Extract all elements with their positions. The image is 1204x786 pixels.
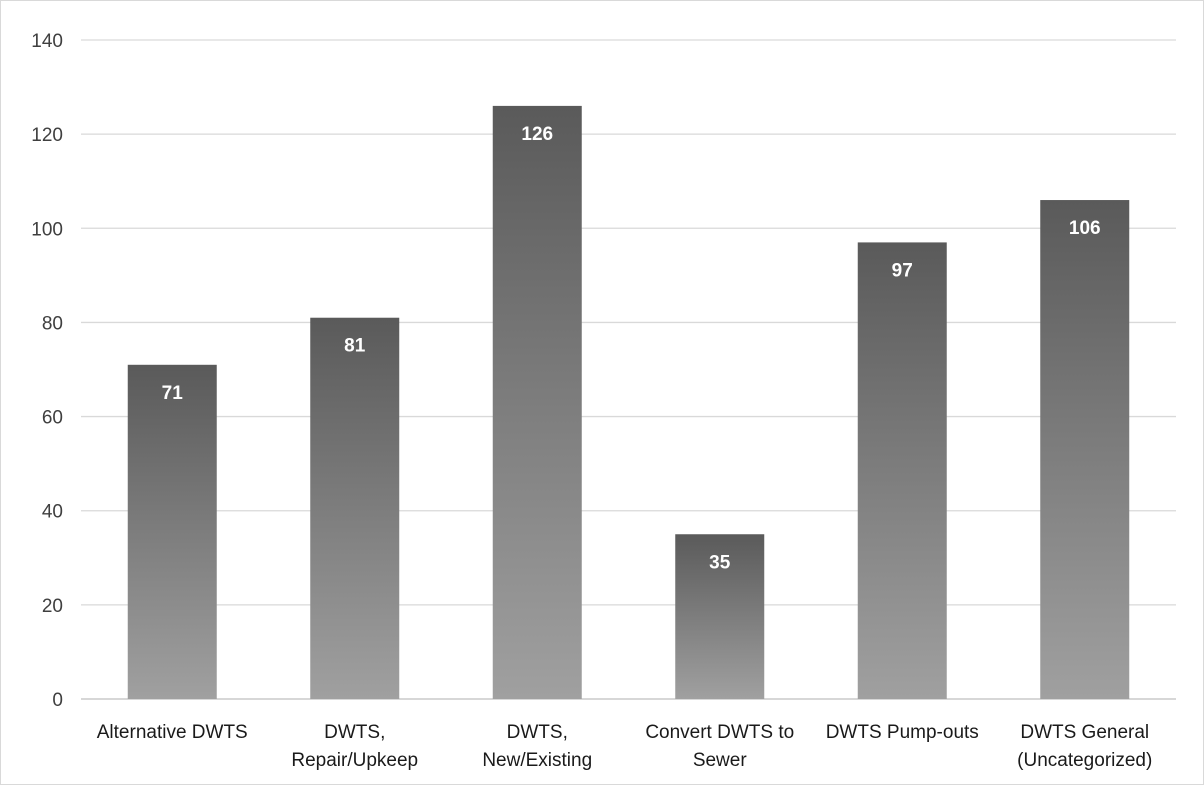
data-label: 71 bbox=[162, 383, 184, 404]
y-tick-label: 140 bbox=[31, 31, 63, 52]
bar bbox=[675, 534, 765, 699]
bar bbox=[310, 317, 400, 699]
x-category-label: Repair/Upkeep bbox=[291, 750, 418, 771]
y-tick-label: 60 bbox=[42, 408, 63, 429]
y-tick-label: 100 bbox=[31, 219, 63, 240]
data-label: 106 bbox=[1069, 218, 1101, 239]
y-tick-label: 0 bbox=[52, 690, 63, 711]
x-category-label: Sewer bbox=[693, 750, 748, 771]
data-label: 81 bbox=[344, 336, 366, 357]
x-category-label: DWTS, bbox=[324, 722, 385, 743]
y-tick-label: 80 bbox=[42, 313, 63, 334]
y-tick-label: 120 bbox=[31, 125, 63, 146]
y-axis-ticks: 0 20 40 60 80 100 120 140 bbox=[31, 31, 63, 711]
x-category-label: Alternative DWTS bbox=[97, 722, 248, 743]
x-axis-categories: Alternative DWTS DWTS, Repair/Upkeep DWTS, N… bbox=[97, 722, 1153, 771]
data-label: 35 bbox=[709, 552, 731, 573]
x-category-label: Convert DWTS to bbox=[645, 722, 794, 743]
data-labels: 71 81 126 35 97 106 bbox=[162, 124, 1101, 573]
x-category-label: (Uncategorized) bbox=[1017, 750, 1152, 771]
y-tick-label: 40 bbox=[42, 502, 63, 523]
bars bbox=[127, 105, 1130, 700]
bar bbox=[1040, 200, 1130, 700]
x-category-label: DWTS General bbox=[1020, 722, 1149, 743]
gridlines bbox=[81, 39, 1176, 700]
bar bbox=[857, 242, 947, 699]
bar bbox=[492, 105, 582, 699]
data-label: 97 bbox=[892, 260, 913, 281]
bar bbox=[127, 364, 217, 699]
x-category-label: DWTS, bbox=[507, 722, 568, 743]
data-label: 126 bbox=[521, 124, 553, 145]
x-category-label: New/Existing bbox=[482, 750, 592, 771]
y-tick-label: 20 bbox=[42, 596, 63, 617]
x-category-label: DWTS Pump-outs bbox=[826, 722, 979, 743]
